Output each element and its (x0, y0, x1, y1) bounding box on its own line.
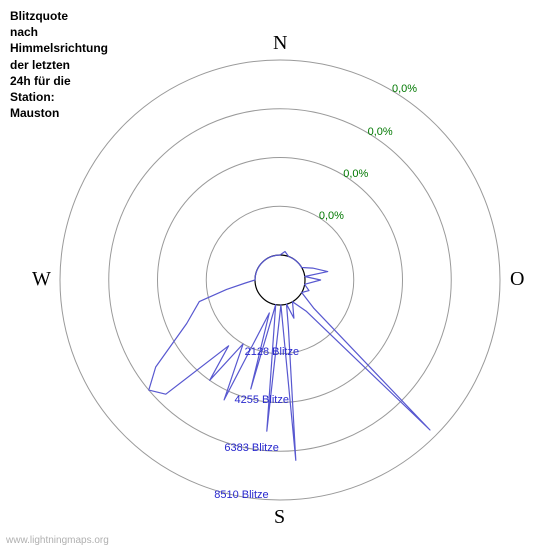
cardinal-west: W (32, 268, 51, 291)
blitze-label-2: 6383 Blitze (224, 442, 278, 454)
blitze-label-1: 4255 Blitze (235, 394, 289, 406)
cardinal-east: O (510, 268, 524, 291)
cardinal-north: N (273, 32, 287, 55)
ring-label-0: 0,0% (392, 83, 417, 95)
attribution-text: www.lightningmaps.org (6, 535, 109, 546)
blitze-label-0: 2128 Blitze (245, 346, 299, 358)
cardinal-south: S (274, 506, 285, 529)
ring-label-2: 0,0% (343, 168, 368, 180)
ring-label-3: 0,0% (319, 210, 344, 222)
chart-title: Blitzquote nach Himmelsrichtung der letz… (10, 8, 108, 121)
blitze-label-3: 8510 Blitze (214, 489, 268, 501)
ring-label-1: 0,0% (368, 126, 393, 138)
